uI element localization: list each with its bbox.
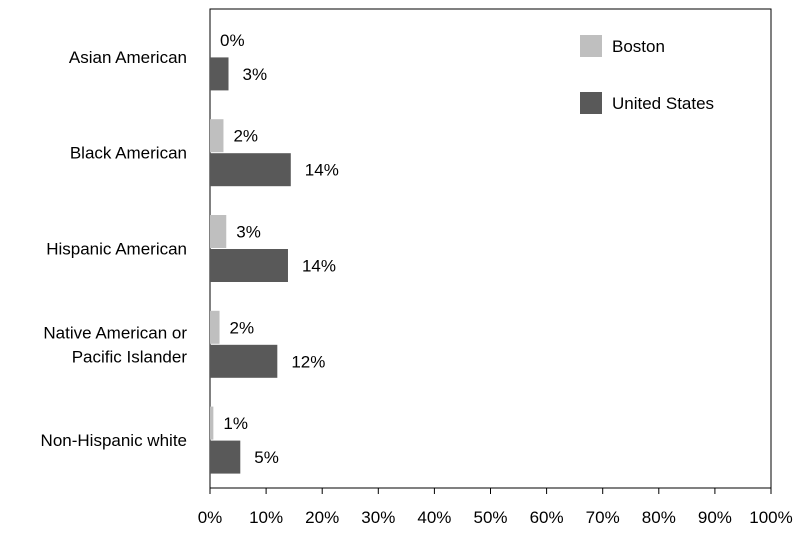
- y-axis: Asian American Black American Hispanic Ame…: [41, 48, 188, 450]
- x-tick-label: 40%: [417, 508, 451, 527]
- data-label: 0%: [220, 31, 245, 50]
- legend-label: Boston: [612, 37, 665, 56]
- x-tick-label: 50%: [473, 508, 507, 527]
- bar-boston: [210, 215, 227, 248]
- bars-layer: 0% 3% 2% 14% 3% 14% 2% 12% 1% 5%: [210, 31, 339, 474]
- x-tick-label: 70%: [586, 508, 620, 527]
- legend: Boston United States: [580, 35, 714, 114]
- category-label-line: Non-Hispanic white: [41, 431, 187, 450]
- bar-united-states: [210, 249, 288, 282]
- legend-swatch-boston: [580, 35, 602, 57]
- bar-united-states: [210, 440, 241, 474]
- category-label: Hispanic American: [46, 240, 187, 259]
- x-tick-label: 80%: [642, 508, 676, 527]
- plot-frame: [209, 8, 772, 489]
- bar-boston: [210, 406, 214, 440]
- bar-united-states: [210, 344, 278, 378]
- data-label: 2%: [233, 127, 258, 146]
- x-axis: 0% 10% 20% 30% 40% 50% 60% 70% 80% 90% 100%: [198, 488, 793, 527]
- x-tick-label: 30%: [361, 508, 395, 527]
- data-label: 14%: [305, 161, 339, 180]
- x-tick-label: 60%: [530, 508, 564, 527]
- x-tick-label: 0%: [198, 508, 223, 527]
- category-label-line: Asian American: [69, 48, 187, 67]
- category-label-line: Pacific Islander: [72, 347, 188, 366]
- category-label: Native American or Pacific Islander: [43, 323, 187, 366]
- category-label: Asian American: [69, 48, 187, 67]
- category-label: Black American: [70, 144, 187, 163]
- data-label: 3%: [236, 223, 261, 242]
- bar-boston: [210, 310, 220, 344]
- bar-united-states: [210, 153, 291, 187]
- data-label: 14%: [302, 257, 336, 276]
- data-label: 5%: [254, 448, 279, 467]
- data-label: 2%: [230, 318, 255, 337]
- legend-swatch-united-states: [580, 92, 602, 114]
- x-tick-label: 90%: [698, 508, 732, 527]
- legend-label: United States: [612, 94, 714, 113]
- x-tick-label: 20%: [305, 508, 339, 527]
- category-label-line: Black American: [70, 144, 187, 163]
- data-label: 3%: [243, 65, 268, 84]
- data-label: 1%: [223, 414, 248, 433]
- category-label-line: Native American or: [43, 323, 187, 342]
- x-tick-label: 10%: [249, 508, 283, 527]
- bar-united-states: [210, 57, 229, 91]
- category-label: Non-Hispanic white: [41, 431, 187, 450]
- bar-boston: [210, 119, 224, 153]
- x-tick-label: 100%: [749, 508, 792, 527]
- data-label: 12%: [291, 352, 325, 371]
- category-label-line: Hispanic American: [46, 240, 187, 259]
